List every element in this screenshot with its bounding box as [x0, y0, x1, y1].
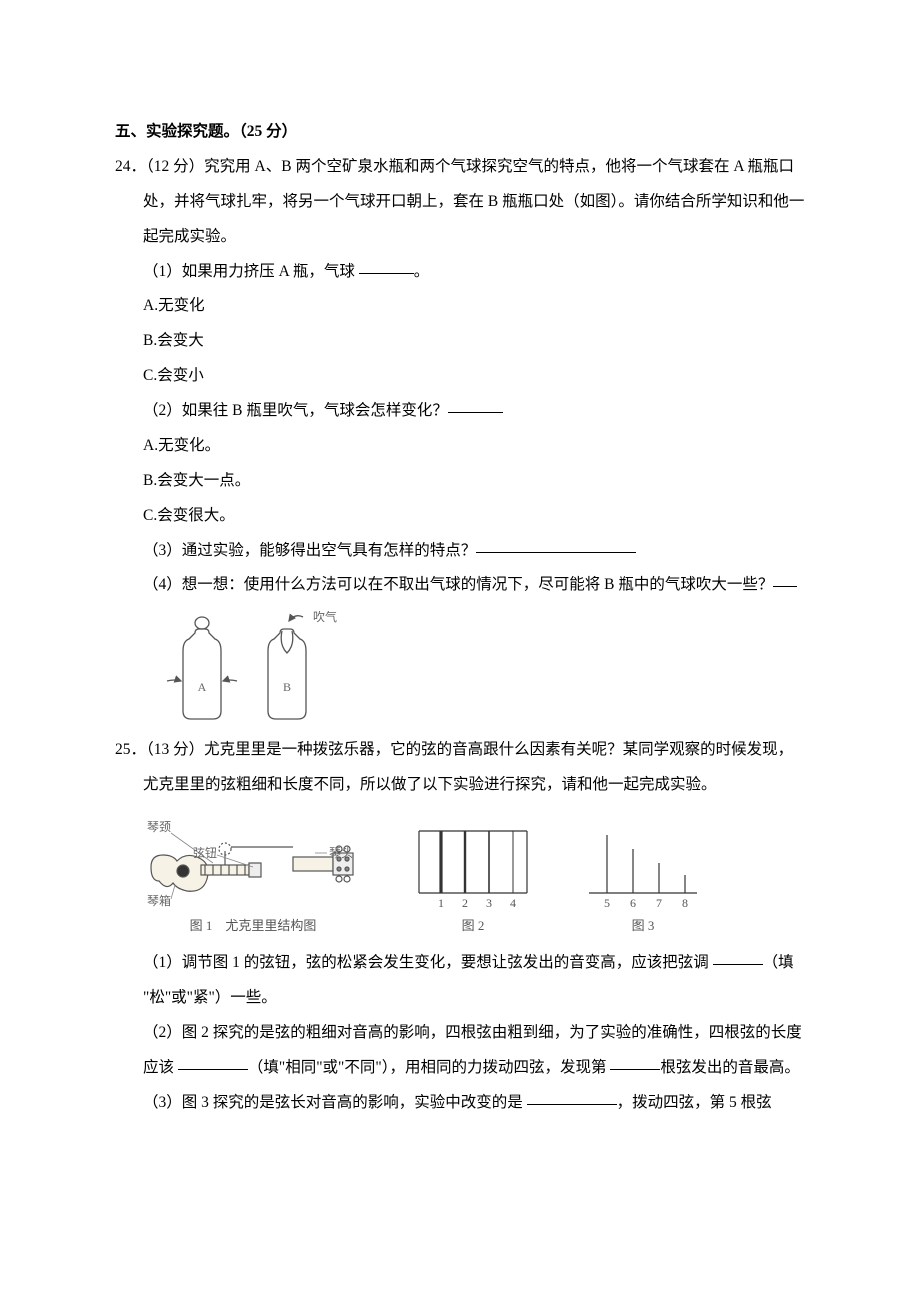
q24-stem: 24．（12 分）究究用 A、B 两个空矿泉水瓶和两个气球探究空气的特点，他将一…	[115, 150, 805, 255]
blank[interactable]	[527, 1088, 617, 1105]
section-title: 五、实验探究题。（25 分）	[115, 115, 805, 150]
svg-text:8: 8	[682, 896, 688, 910]
blank[interactable]	[359, 257, 414, 274]
fig1-caption: 图 1 尤克里里结构图	[190, 911, 317, 940]
q24-p2: （2）如果往 B 瓶里吹气，气球会怎样变化？	[115, 394, 805, 429]
svg-text:1: 1	[438, 896, 444, 910]
q24-p1: （1）如果用力挤压 A 瓶，气球 。	[115, 255, 805, 290]
svg-text:7: 7	[656, 896, 662, 910]
fig3-caption: 图 3	[632, 911, 655, 940]
label-A: A	[198, 680, 207, 694]
fig2-diagram: 1 2 3 4	[413, 819, 533, 911]
blank[interactable]	[610, 1053, 660, 1070]
q24-optA[interactable]: A.无变化	[115, 289, 805, 324]
q25-p3b: ，拨动四弦，第 5 根弦	[617, 1094, 772, 1111]
label-peg: 弦钮	[193, 845, 217, 860]
q25-p2b: （填"相同"或"不同"），用相同的力拨动四弦，发现第	[248, 1059, 610, 1076]
q25-pts: （13 分）	[146, 741, 204, 758]
q24-p1-text: （1）如果用力挤压 A 瓶，气球	[143, 263, 359, 280]
blank[interactable]	[448, 397, 503, 414]
label-head: 琴头	[329, 846, 353, 860]
fig2-block: 1 2 3 4 图 2	[413, 819, 533, 940]
fig3-diagram: 5 6 7 8	[583, 819, 703, 911]
q24-optC[interactable]: C.会变小	[115, 359, 805, 394]
label-blow: 吹气	[313, 611, 337, 624]
blank[interactable]	[713, 949, 763, 966]
blank[interactable]	[773, 571, 797, 588]
q24-stem-text: 究究用 A、B 两个空矿泉水瓶和两个气球探究空气的特点，他将一个气球套在 A 瓶…	[143, 158, 804, 245]
svg-text:4: 4	[510, 896, 516, 910]
q25-p3: （3）图 3 探究的是弦长对音高的影响，实验中改变的是 ，拨动四弦，第 5 根弦	[115, 1086, 805, 1121]
ukulele-diagram: 琴颈 弦钮 琴箱 琴头	[143, 811, 363, 911]
blank[interactable]	[178, 1053, 248, 1070]
q24-opt2B[interactable]: B.会变大一点。	[115, 464, 805, 499]
svg-text:2: 2	[462, 896, 468, 910]
q24-opt2A[interactable]: A.无变化。	[115, 429, 805, 464]
blank[interactable]	[476, 536, 636, 553]
q25-stem-text: 尤克里里是一种拨弦乐器，它的弦的音高跟什么因素有关呢？某同学观察的时候发现，尤克…	[143, 741, 793, 793]
svg-text:6: 6	[630, 896, 636, 910]
q24-optB[interactable]: B.会变大	[115, 324, 805, 359]
q24-p4-text: （4）想一想：使用什么方法可以在不取出气球的情况下，尽可能将 B 瓶中的气球吹大…	[143, 576, 773, 593]
q24-p1-tail: 。	[414, 263, 430, 280]
q25-num: 25．	[115, 741, 146, 758]
fig2-caption: 图 2	[462, 911, 485, 940]
svg-text:3: 3	[486, 896, 492, 910]
q24-p3-text: （3）通过实验，能够得出空气具有怎样的特点？	[143, 542, 476, 559]
q24-figure: A B 吹气	[143, 611, 805, 729]
q24-num: 24．	[115, 158, 146, 175]
q24-opt2C[interactable]: C.会变很大。	[115, 499, 805, 534]
q24-p3: （3）通过实验，能够得出空气具有怎样的特点？	[115, 534, 805, 569]
bottle-diagram: A B 吹气	[143, 611, 343, 729]
q25-p1c: "松"或"紧"）一些。	[115, 981, 805, 1016]
q25-p2: （2）图 2 探究的是弦的粗细对音高的影响，四根弦由粗到细，为了实验的准确性，四…	[115, 1016, 805, 1086]
q25-figures: 琴颈 弦钮 琴箱 琴头 图 1 尤克里里结构图 1 2 3 4 图 2	[143, 811, 805, 940]
q24-pts: （12 分）	[146, 158, 204, 175]
label-B: B	[283, 680, 291, 694]
q25-p3a: （3）图 3 探究的是弦长对音高的影响，实验中改变的是	[143, 1094, 527, 1111]
q25-p1b: （填	[763, 954, 794, 971]
q25-p1: （1）调节图 1 的弦钮，弦的松紧会发生变化，要想让弦发出的音变高，应该把弦调 …	[115, 946, 805, 981]
q24-p2-text: （2）如果往 B 瓶里吹气，气球会怎样变化？	[143, 402, 448, 419]
label-neck: 琴颈	[147, 820, 171, 834]
q24-p4: （4）想一想：使用什么方法可以在不取出气球的情况下，尽可能将 B 瓶中的气球吹大…	[115, 568, 805, 603]
svg-text:5: 5	[604, 896, 610, 910]
fig1-block: 琴颈 弦钮 琴箱 琴头 图 1 尤克里里结构图	[143, 811, 363, 940]
label-body: 琴箱	[147, 893, 171, 908]
q25-p1a: （1）调节图 1 的弦钮，弦的松紧会发生变化，要想让弦发出的音变高，应该把弦调	[143, 954, 713, 971]
q25-p2c: 根弦发出的音最高。	[660, 1059, 800, 1076]
q25-stem: 25．（13 分）尤克里里是一种拨弦乐器，它的弦的音高跟什么因素有关呢？某同学观…	[115, 733, 805, 803]
fig3-block: 5 6 7 8 图 3	[583, 819, 703, 940]
